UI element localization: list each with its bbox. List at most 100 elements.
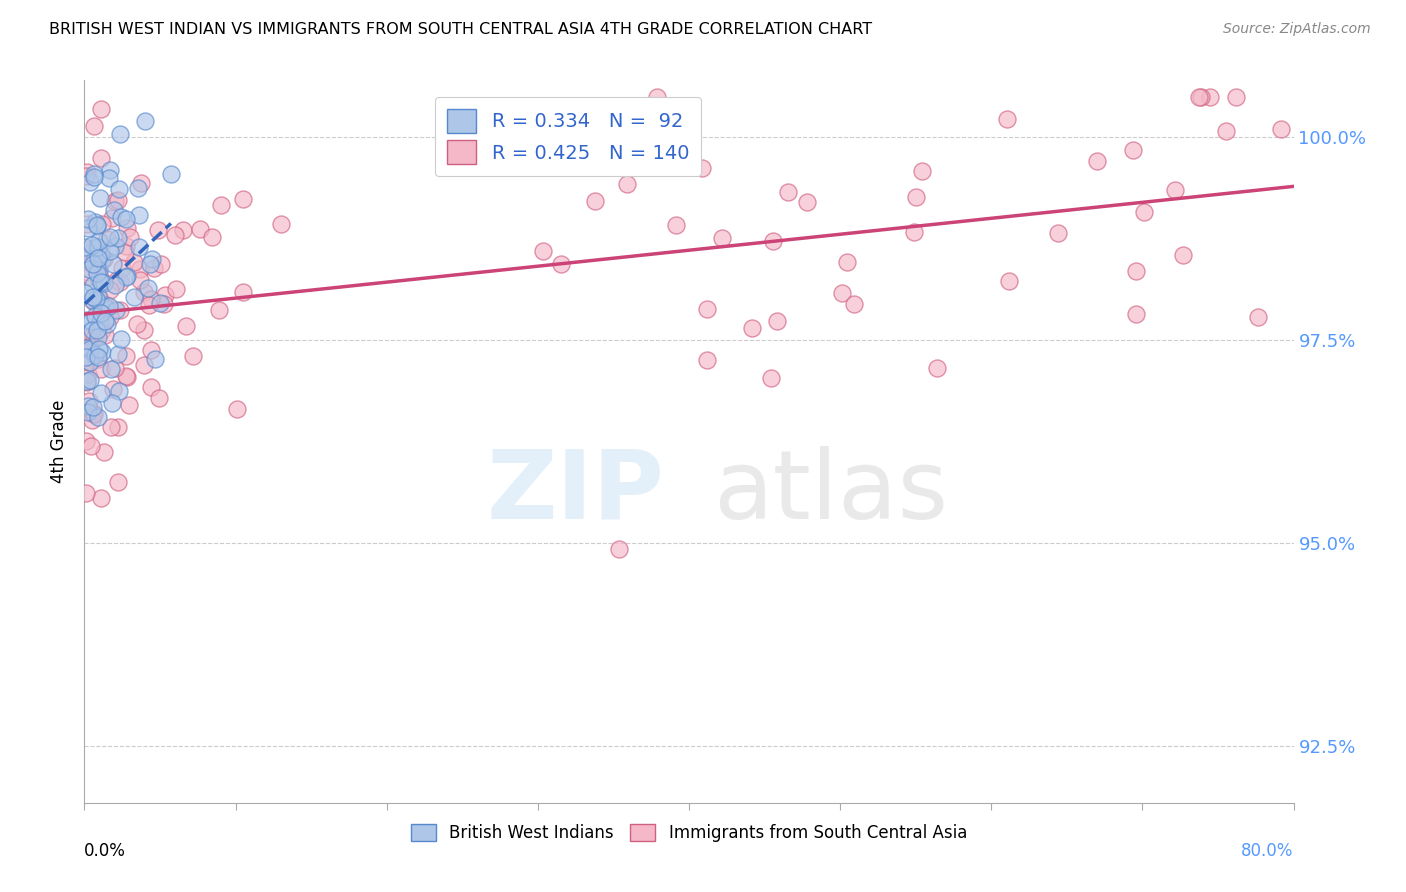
Point xyxy=(107,231,129,245)
Point xyxy=(129,273,152,287)
Point xyxy=(79,175,101,189)
Point xyxy=(998,275,1021,289)
Point xyxy=(76,375,98,389)
Point xyxy=(79,355,101,369)
Point xyxy=(163,228,186,243)
Point xyxy=(97,299,120,313)
Point xyxy=(79,373,101,387)
Point xyxy=(87,409,110,424)
Point xyxy=(93,277,115,291)
Point xyxy=(98,283,121,297)
Point xyxy=(100,244,122,258)
Point xyxy=(82,278,104,293)
Point xyxy=(75,313,97,327)
Point xyxy=(75,252,97,267)
Point xyxy=(104,194,127,209)
Point xyxy=(110,303,132,318)
Point xyxy=(89,269,111,284)
Point xyxy=(1199,89,1222,103)
Point xyxy=(80,412,103,426)
Point xyxy=(1085,154,1108,169)
Point xyxy=(100,420,122,434)
Point xyxy=(103,203,125,218)
Point xyxy=(75,350,97,364)
Point xyxy=(776,185,799,199)
Point xyxy=(149,296,172,310)
Point xyxy=(1122,143,1144,157)
Point xyxy=(77,355,100,369)
Point xyxy=(1125,307,1147,321)
Point xyxy=(741,321,763,335)
Point xyxy=(86,323,108,337)
Point xyxy=(79,342,101,356)
Point xyxy=(208,302,231,317)
Point xyxy=(104,303,127,318)
Point xyxy=(87,330,110,344)
Point xyxy=(796,195,818,210)
Point xyxy=(903,225,925,239)
Point xyxy=(83,331,105,345)
Point xyxy=(87,289,110,303)
Point xyxy=(75,341,97,355)
Point xyxy=(128,208,150,222)
Point xyxy=(91,253,114,268)
Point xyxy=(90,247,112,261)
Point xyxy=(138,298,160,312)
Text: 0.0%: 0.0% xyxy=(84,842,127,860)
Point xyxy=(84,252,107,266)
Point xyxy=(91,217,114,231)
Point xyxy=(82,238,104,252)
Point xyxy=(531,244,554,258)
Point xyxy=(77,261,100,276)
Point xyxy=(107,182,129,196)
Point xyxy=(232,192,254,206)
Point xyxy=(101,211,124,225)
Point xyxy=(94,300,117,314)
Point xyxy=(139,257,162,271)
Point xyxy=(87,273,110,287)
Point xyxy=(911,164,934,178)
Point xyxy=(1132,204,1154,219)
Point xyxy=(76,265,98,279)
Point xyxy=(665,219,688,233)
Point xyxy=(128,240,150,254)
Point xyxy=(209,198,232,212)
Point xyxy=(103,382,125,396)
Point xyxy=(82,253,104,268)
Point xyxy=(89,292,111,306)
Point xyxy=(80,323,103,337)
Point xyxy=(143,352,166,367)
Point xyxy=(89,245,111,260)
Point xyxy=(200,230,222,244)
Point xyxy=(80,314,103,328)
Point xyxy=(117,398,139,412)
Point xyxy=(86,240,108,254)
Point xyxy=(110,127,132,141)
Point xyxy=(90,151,112,165)
Point xyxy=(136,281,159,295)
Point xyxy=(1188,89,1211,103)
Point xyxy=(111,260,134,275)
Point xyxy=(86,218,108,232)
Point xyxy=(101,257,124,271)
Point xyxy=(645,89,668,103)
Point xyxy=(1173,248,1195,262)
Point xyxy=(82,400,104,414)
Point xyxy=(98,229,121,244)
Point xyxy=(114,211,136,226)
Point xyxy=(89,315,111,329)
Point xyxy=(132,323,155,337)
Point xyxy=(77,393,100,408)
Point xyxy=(696,353,718,368)
Point xyxy=(98,162,121,177)
Point xyxy=(94,298,117,312)
Point xyxy=(134,114,156,128)
Point xyxy=(176,319,198,334)
Text: Source: ZipAtlas.com: Source: ZipAtlas.com xyxy=(1223,22,1371,37)
Point xyxy=(107,193,129,207)
Point xyxy=(129,261,152,276)
Point xyxy=(607,542,630,557)
Point xyxy=(1125,264,1147,278)
Point xyxy=(89,296,111,310)
Point xyxy=(160,167,183,181)
